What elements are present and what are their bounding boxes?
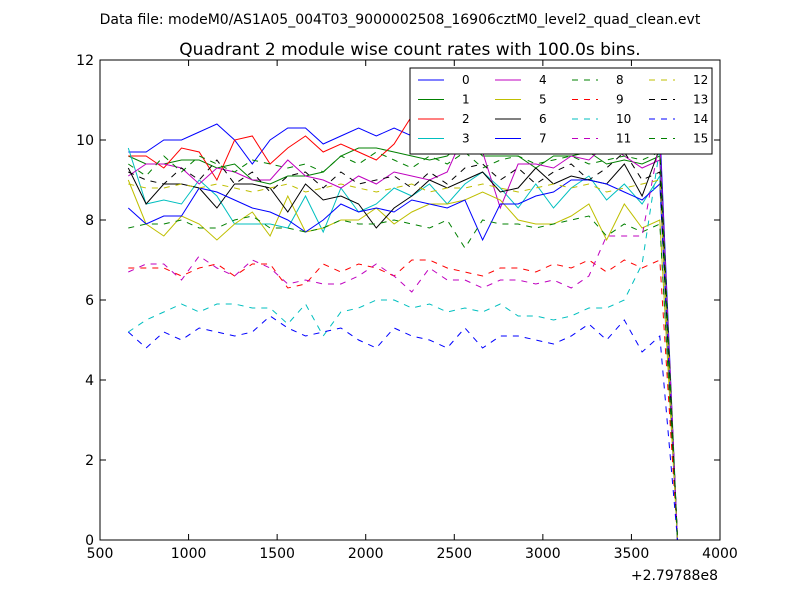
series-line-10 (128, 147, 678, 540)
x-tick-label: 2500 (436, 546, 472, 562)
series-line-7 (127, 179, 678, 540)
legend-label-15: 15 (693, 132, 708, 146)
legend-label-4: 4 (539, 73, 547, 87)
legend-label-14: 14 (693, 112, 708, 126)
series-line-3 (127, 147, 678, 540)
legend-label-11: 11 (616, 132, 631, 146)
x-tick-label: 500 (87, 546, 114, 562)
series-line-8 (128, 215, 678, 540)
x-tick-label: 4000 (702, 546, 738, 562)
series-layer (127, 115, 678, 540)
legend-label-1: 1 (462, 93, 470, 107)
legend-label-6: 6 (539, 112, 547, 126)
x-tick-label: 1500 (259, 546, 295, 562)
legend-label-8: 8 (616, 73, 624, 87)
series-line-13 (128, 151, 678, 540)
chart-suptitle: Data file: modeM0/AS1A05_004T03_90000025… (100, 12, 701, 28)
series-line-5 (127, 179, 678, 540)
chart-title: Quadrant 2 module wise count rates with … (179, 40, 640, 60)
y-tick-label: 2 (85, 453, 94, 469)
series-line-9 (128, 259, 678, 540)
y-tick-label: 4 (85, 373, 94, 389)
legend-label-5: 5 (539, 93, 547, 107)
legend-label-12: 12 (693, 73, 708, 87)
legend-box (409, 67, 713, 155)
series-line-12 (128, 179, 678, 540)
y-tick-label: 10 (76, 133, 94, 149)
x-tick-label: 3000 (525, 546, 561, 562)
y-tick-label: 8 (85, 213, 94, 229)
legend-label-0: 0 (462, 73, 470, 87)
series-line-14 (127, 315, 678, 540)
legend-label-3: 3 (462, 132, 470, 146)
series-line-4 (128, 131, 678, 540)
x-tick-label: 3500 (614, 546, 650, 562)
legend-label-10: 10 (616, 112, 631, 126)
y-tick-label: 0 (85, 533, 94, 549)
x-offset-label: +2.79788e8 (631, 568, 718, 584)
legend-label-7: 7 (539, 132, 547, 146)
series-line-1 (128, 139, 678, 540)
series-line-15 (128, 151, 678, 540)
series-line-6 (127, 147, 678, 540)
x-tick-label: 1000 (171, 546, 207, 562)
y-tick-label: 6 (85, 293, 94, 309)
legend-label-2: 2 (462, 112, 470, 126)
x-tick-label: 2000 (348, 546, 384, 562)
y-tick-label: 12 (76, 53, 94, 69)
legend-label-9: 9 (616, 93, 624, 107)
legend-label-13: 13 (693, 93, 708, 107)
series-line-2 (128, 115, 678, 540)
series-line-11 (128, 139, 678, 540)
